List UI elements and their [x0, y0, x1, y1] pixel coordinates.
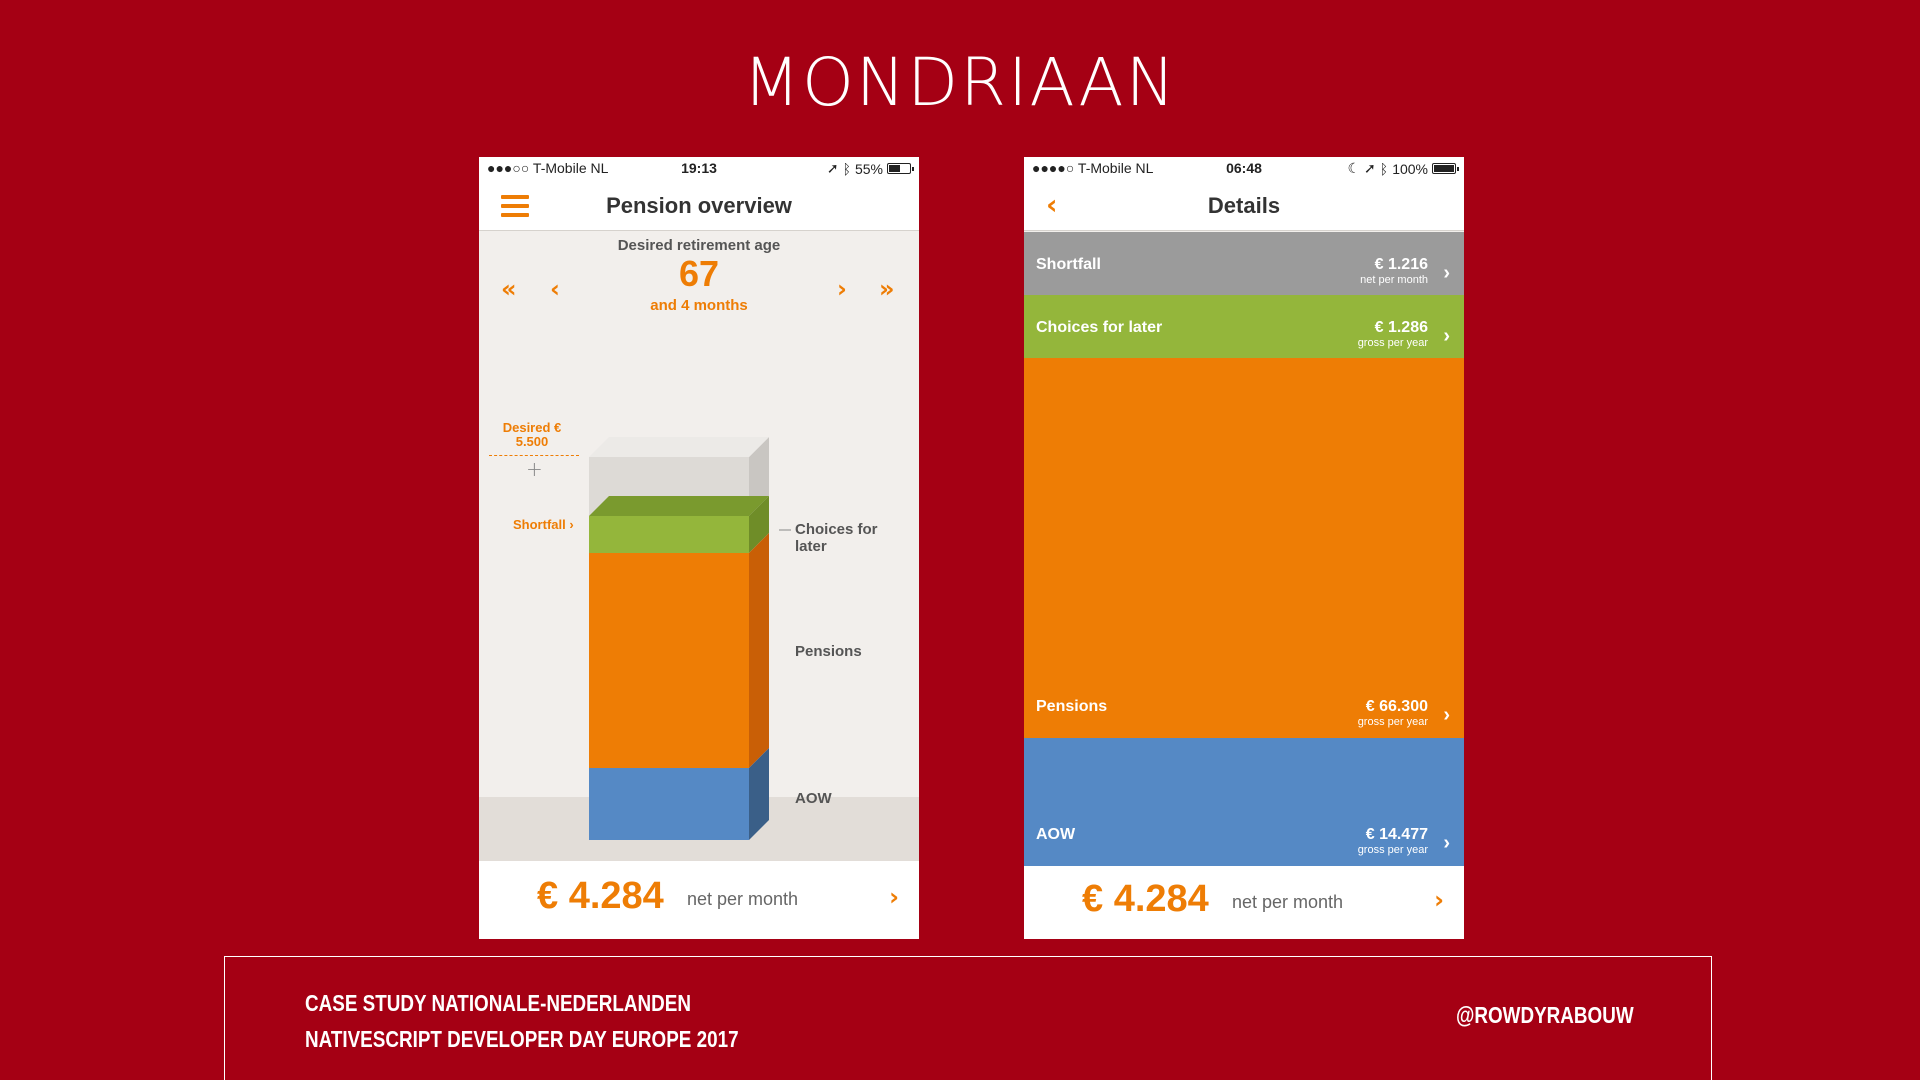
first-age-button[interactable]: «	[501, 275, 517, 303]
battery-percent: 100%	[1392, 160, 1428, 177]
detail-amount: € 1.286	[1374, 319, 1428, 336]
detail-name: AOW	[1036, 826, 1076, 843]
total-period: net per month	[687, 889, 799, 909]
detail-name: Pensions	[1036, 698, 1108, 715]
chevron-right-icon: ›	[1443, 325, 1450, 347]
slide-title: MONDRIAAN	[743, 44, 1177, 121]
battery-percent: 55%	[854, 160, 883, 177]
clock: 19:13	[681, 160, 717, 176]
location-icon: ➚	[826, 160, 839, 176]
choices-label: Choices for later	[795, 521, 878, 555]
detail-row-aow[interactable]: AOW € 14.477 gross per year ›	[1024, 738, 1464, 866]
retirement-age-label: Desired retirement age	[617, 237, 781, 254]
detail-amount: € 1.216	[1374, 256, 1428, 273]
clock: 06:48	[1226, 160, 1262, 176]
detail-sub: net per month	[1360, 274, 1428, 286]
chevron-right-icon: ›	[1443, 832, 1450, 854]
chevron-right-icon[interactable]: ›	[889, 883, 899, 911]
page-title: Pension overview	[606, 193, 792, 218]
aow-label: AOW	[795, 790, 832, 807]
bar-choices	[589, 516, 749, 553]
nav-bar: Pension overview	[479, 179, 919, 231]
bar-choices-top	[589, 496, 769, 516]
phone-pension-overview: ●●●○○ T-Mobile NL 19:13 ➚ ᛒ 55% Pension …	[479, 157, 919, 939]
shortfall-link[interactable]: Shortfall ›	[513, 517, 574, 532]
footer-line-1: CASE STUDY NATIONALE-NEDERLANDEN	[305, 990, 691, 1016]
hamburger-icon[interactable]	[501, 195, 529, 217]
bar-aow	[589, 768, 749, 840]
next-age-button[interactable]: ›	[837, 275, 847, 303]
carrier-label: ●●●●○ T-Mobile NL	[1032, 160, 1154, 176]
status-bar: ●●●○○ T-Mobile NL 19:13 ➚ ᛒ 55%	[479, 157, 919, 179]
status-bar: ●●●●○ T-Mobile NL 06:48 ☾ ➚ ᛒ 100%	[1024, 157, 1464, 179]
chevron-right-icon: ›	[1443, 704, 1450, 726]
status-right: ➚ ᛒ 55%	[826, 160, 914, 177]
chevron-right-icon[interactable]: ›	[1434, 886, 1444, 914]
bar-pensions-side	[749, 533, 769, 768]
detail-sub: gross per year	[1357, 716, 1428, 728]
author-handle: @ROWDYRABOUW	[1456, 1002, 1634, 1028]
retirement-age-sub: and 4 months	[650, 297, 748, 314]
detail-row-shortfall[interactable]: Shortfall € 1.216 net per month ›	[1024, 232, 1464, 295]
detail-name: Choices for later	[1036, 319, 1163, 336]
total-amount: € 4.284	[537, 875, 664, 917]
pensions-label: Pensions	[795, 643, 862, 660]
prev-age-button[interactable]: ‹	[550, 275, 560, 303]
phone-details: ●●●●○ T-Mobile NL 06:48 ☾ ➚ ᛒ 100% ‹ Det…	[1024, 157, 1464, 939]
bluetooth-icon: ᛒ	[842, 160, 851, 177]
status-right: ☾ ➚ ᛒ 100%	[1347, 160, 1459, 177]
battery-icon	[1432, 163, 1459, 174]
detail-row-choices[interactable]: Choices for later € 1.286 gross per year…	[1024, 295, 1464, 358]
footer-caption: CASE STUDY NATIONALE-NEDERLANDEN NATIVES…	[305, 985, 739, 1057]
bar-pensions	[589, 553, 749, 768]
nav-bar: ‹ Details	[1024, 179, 1464, 231]
bar-aow-side	[749, 748, 769, 840]
footer-line-2: NATIVESCRIPT DEVELOPER DAY EUROPE 2017	[305, 1026, 739, 1052]
bar-choices-side	[749, 496, 769, 553]
total-amount: € 4.284	[1082, 878, 1209, 920]
chevron-right-icon: ›	[1443, 262, 1450, 284]
stacked-pension-bar	[589, 437, 791, 840]
detail-amount: € 14.477	[1365, 826, 1428, 843]
footer-total[interactable]: € 4.284 net per month ›	[1024, 866, 1464, 939]
detail-name: Shortfall	[1036, 256, 1101, 273]
footer-frame	[224, 956, 1712, 1080]
bluetooth-icon: ᛒ	[1379, 160, 1389, 177]
desired-amount-label: Desired € 5.500	[502, 420, 562, 449]
moon-icon: ☾	[1347, 160, 1361, 176]
location-icon: ➚	[1364, 160, 1376, 176]
carrier-label: ●●●○○ T-Mobile NL	[487, 160, 609, 176]
last-age-button[interactable]: »	[879, 275, 895, 303]
bar-desired-top	[589, 437, 769, 457]
detail-sub: gross per year	[1357, 844, 1428, 856]
detail-row-pensions[interactable]: Pensions € 66.300 gross per year ›	[1024, 358, 1464, 738]
detail-sub: gross per year	[1357, 337, 1428, 349]
back-chevron-icon[interactable]: ‹	[1046, 188, 1058, 221]
desired-line	[489, 455, 579, 456]
page-title: Details	[1207, 193, 1281, 218]
total-period: net per month	[1232, 892, 1344, 912]
plus-icon[interactable]: +	[526, 457, 543, 481]
battery-icon	[887, 163, 914, 174]
footer-total[interactable]: € 4.284 net per month ›	[479, 861, 919, 939]
detail-amount: € 66.300	[1365, 698, 1428, 715]
retirement-age-value: 67	[678, 253, 720, 294]
